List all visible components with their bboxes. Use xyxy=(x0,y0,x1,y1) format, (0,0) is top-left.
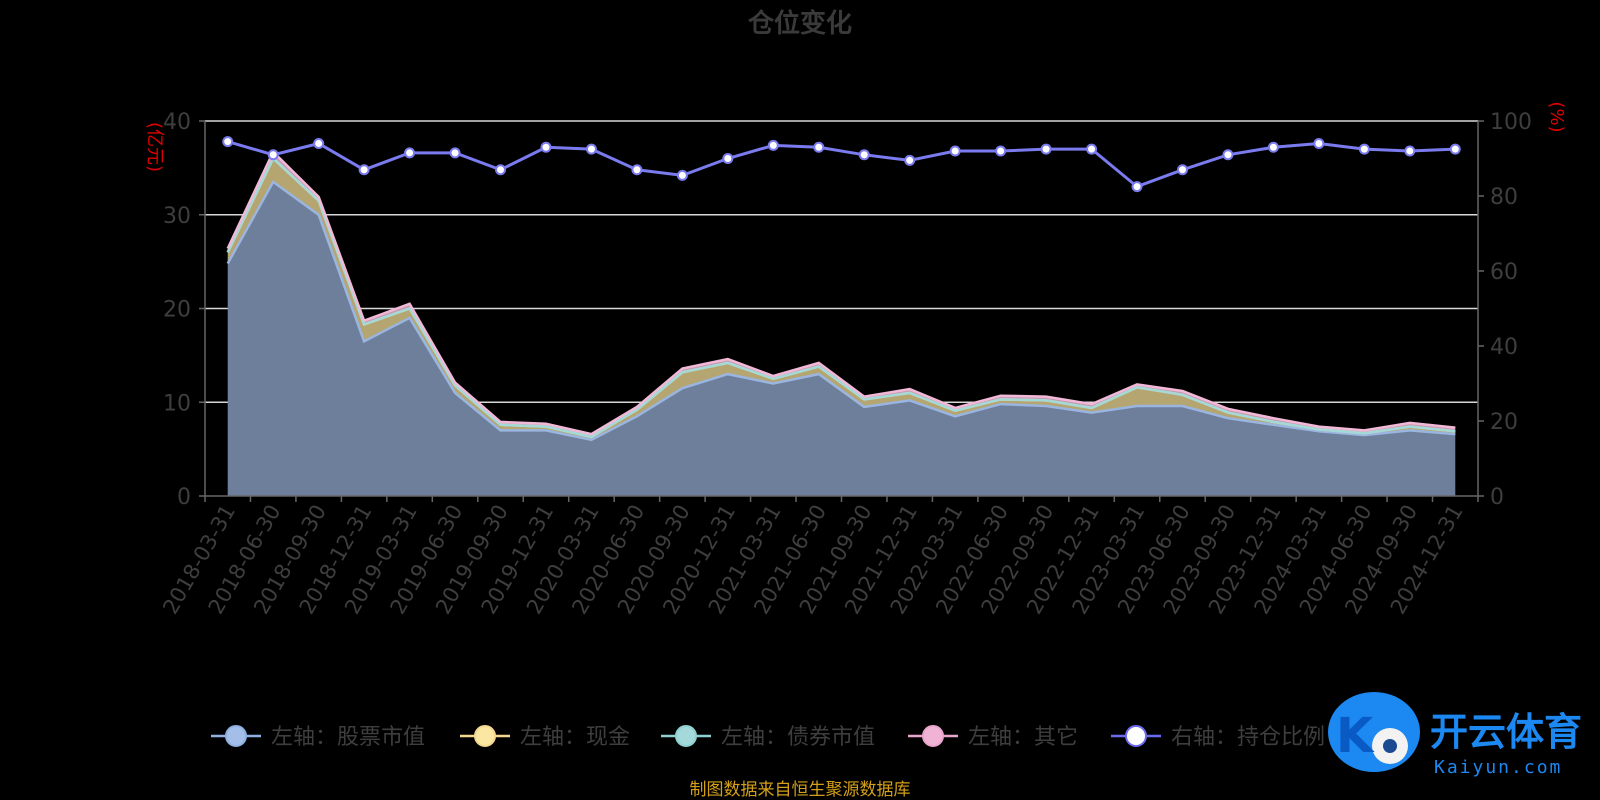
left-y-tick-label: 30 xyxy=(163,204,191,229)
area-line-左轴：其它 xyxy=(226,149,1456,436)
legend-marker xyxy=(922,725,944,747)
ratio-point xyxy=(995,145,1007,157)
right-axis-unit: (%) xyxy=(1546,101,1567,132)
ratio-point xyxy=(1131,181,1143,193)
ratio-point xyxy=(813,141,825,153)
legend-marker xyxy=(675,725,697,747)
ratio-point xyxy=(949,145,961,157)
data-source-note: 制图数据来自恒生聚源数据库 xyxy=(690,780,911,800)
legend-label: 左轴：股票市值 xyxy=(271,725,425,750)
legend-label: 左轴：债券市值 xyxy=(721,725,875,750)
legend-label: 右轴：持仓比例 xyxy=(1171,725,1325,750)
legend-marker xyxy=(474,725,496,747)
watermark-logo-letter: K xyxy=(1336,708,1375,764)
area-line-左轴：股票市值 xyxy=(226,180,1456,442)
legend-label: 左轴：现金 xyxy=(520,725,630,750)
ratio-point xyxy=(676,169,688,181)
ratio-point xyxy=(1176,164,1188,176)
ratio-point xyxy=(722,153,734,164)
ratio-point xyxy=(1086,143,1098,155)
ratio-point xyxy=(540,141,552,153)
right-y-tick-label: 60 xyxy=(1490,260,1518,285)
left-y-tick-label: 40 xyxy=(163,110,191,135)
ratio-line xyxy=(227,140,1456,189)
watermark-domain: Kaiyun.com xyxy=(1434,757,1562,778)
legend-label: 左轴：其它 xyxy=(968,725,1078,750)
ratio-point xyxy=(767,139,779,151)
ratio-point xyxy=(222,136,234,148)
right-y-tick-label: 100 xyxy=(1490,110,1532,135)
area-series xyxy=(226,149,1456,496)
left-y-tick-label: 10 xyxy=(163,391,191,416)
area-左轴：股票市值 xyxy=(227,181,1456,496)
ratio-point xyxy=(404,147,416,159)
ratio-point xyxy=(585,143,597,155)
right-y-tick-label: 40 xyxy=(1490,335,1518,360)
ratio-line-series xyxy=(222,136,1461,193)
left-y-tick-label: 20 xyxy=(163,298,191,323)
right-y-tick-label: 80 xyxy=(1490,185,1518,210)
left-y-tick-label: 0 xyxy=(177,485,191,510)
ratio-point xyxy=(631,164,643,176)
ratio-point xyxy=(904,154,916,166)
ratio-point xyxy=(1449,143,1461,155)
ratio-point xyxy=(449,147,461,159)
watermark-brand: 开云体育 xyxy=(1430,710,1582,754)
ratio-point xyxy=(1358,143,1370,155)
ratio-point xyxy=(1222,149,1234,161)
chart-title: 仓位变化 xyxy=(747,8,852,39)
ratio-point xyxy=(495,164,507,176)
legend-marker xyxy=(225,725,247,747)
legend: 左轴：股票市值 左轴：现金 左轴：债券市值 左轴：其它 右轴：持仓比例 xyxy=(211,725,1325,750)
ratio-point xyxy=(1404,145,1416,157)
ratio-point xyxy=(1040,143,1052,155)
right-y-tick-label: 20 xyxy=(1490,410,1518,435)
left-axis-unit: (亿元) xyxy=(144,122,165,172)
right-y-tick-label: 0 xyxy=(1490,485,1504,510)
ratio-point xyxy=(1313,138,1325,149)
ratio-point xyxy=(313,138,325,149)
ratio-point xyxy=(267,149,279,161)
ratio-point xyxy=(1267,141,1279,153)
watermark: K 开云体育 Kaiyun.com xyxy=(1328,692,1582,778)
area-line-左轴：债券市值 xyxy=(226,156,1456,439)
ratio-point xyxy=(358,164,370,176)
legend-marker xyxy=(1125,725,1147,747)
ratio-point xyxy=(858,149,870,161)
